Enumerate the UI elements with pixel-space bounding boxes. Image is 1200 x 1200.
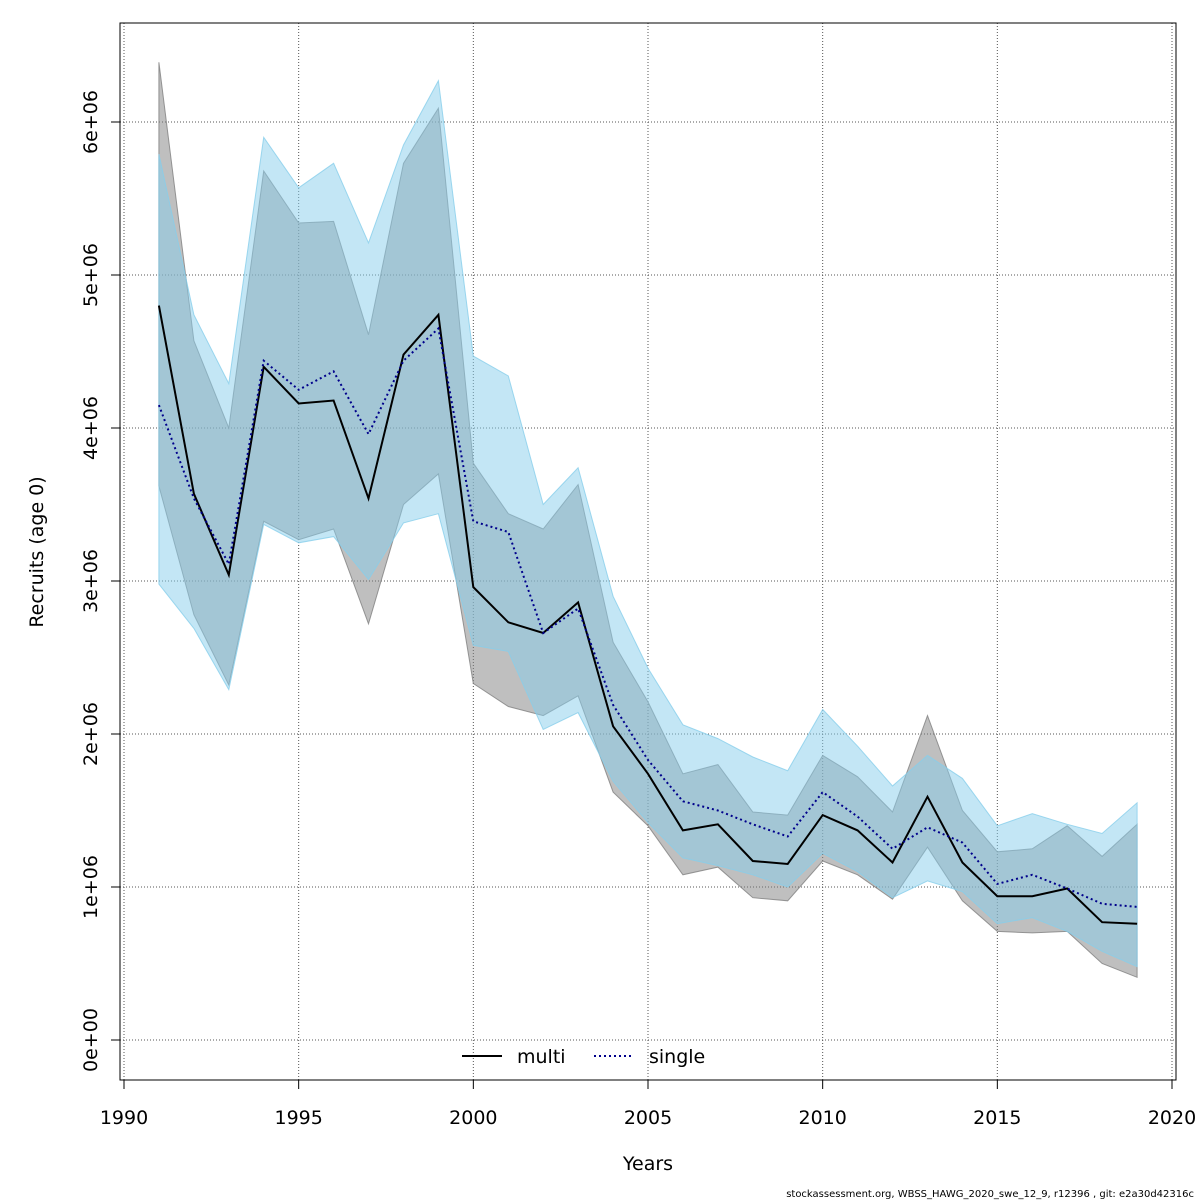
series-lines	[157, 305, 1138, 925]
y-tick-label: 2e+06	[80, 702, 102, 766]
x-axis: 1990 1995 2000 2005 2010 2015 2020	[100, 1079, 1196, 1129]
legend-multi-label: multi	[517, 1046, 566, 1068]
y-axis-title: Recruits (age 0)	[26, 476, 48, 627]
line-single	[157, 326, 1138, 908]
x-tick-label: 2015	[973, 1107, 1021, 1129]
y-tick-label: 4e+06	[80, 396, 102, 460]
x-axis-title: Years	[622, 1153, 673, 1175]
legend: multi single	[462, 1046, 705, 1068]
x-tick-label: 2005	[624, 1107, 672, 1129]
x-tick-label: 1995	[274, 1107, 322, 1129]
y-tick-label: 0e+00	[80, 1008, 102, 1072]
line-multi	[157, 305, 1138, 925]
footer-note: stockassessment.org, WBSS_HAWG_2020_swe_…	[786, 1189, 1194, 1200]
x-tick-label: 2020	[1148, 1107, 1196, 1129]
y-tick-label: 3e+06	[80, 549, 102, 613]
confidence-bands	[158, 62, 1138, 979]
y-tick-label: 6e+06	[80, 90, 102, 154]
x-tick-label: 2010	[798, 1107, 846, 1129]
y-axis: 0e+00 1e+06 2e+06 3e+06 4e+06 5e+06 6e+06	[80, 90, 121, 1072]
band-single	[158, 79, 1138, 968]
y-tick-label: 1e+06	[80, 855, 102, 919]
legend-single-label: single	[649, 1046, 705, 1068]
y-tick-label: 5e+06	[80, 243, 102, 307]
x-tick-label: 1990	[100, 1107, 148, 1129]
x-tick-label: 2000	[449, 1107, 497, 1129]
